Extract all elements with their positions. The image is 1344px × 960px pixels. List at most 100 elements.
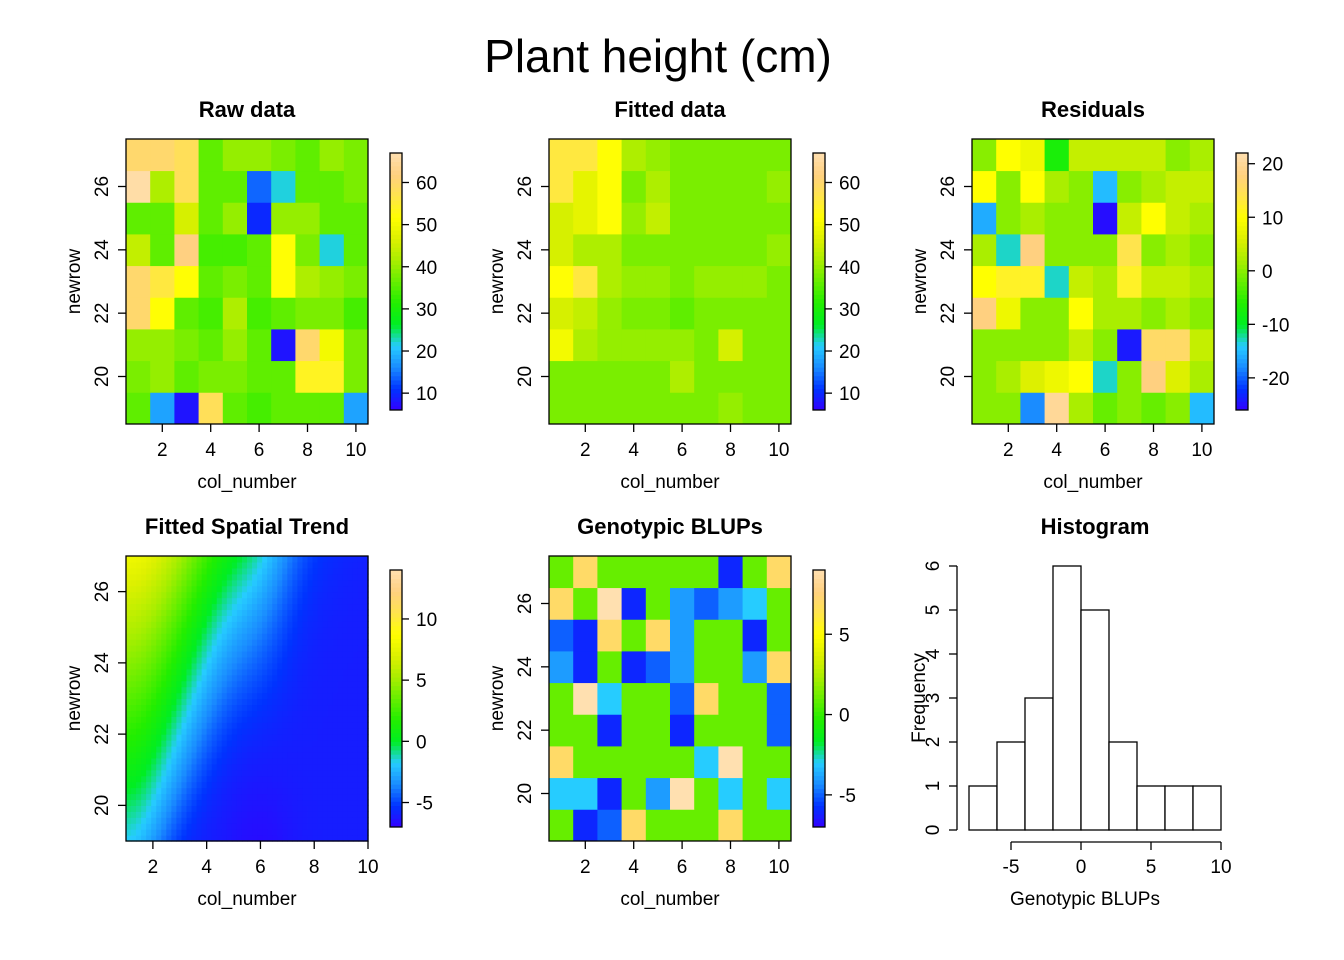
trend-cell	[362, 585, 369, 593]
trend-cell	[287, 817, 293, 824]
trend-cell	[221, 757, 228, 765]
trend-cell	[161, 763, 167, 771]
trend-cell	[231, 651, 238, 658]
trend-cell	[357, 734, 364, 741]
trend-cell	[126, 597, 132, 605]
trend-cell	[327, 757, 334, 765]
colorbar-step	[813, 677, 825, 682]
trend-cell	[196, 567, 203, 575]
trend-cell	[307, 769, 314, 777]
trend-cell	[191, 633, 198, 640]
heatmap-cell	[174, 170, 199, 203]
trend-cell	[141, 579, 147, 587]
trend-cell	[287, 639, 293, 646]
trend-cell	[176, 591, 183, 599]
trend-cell	[191, 710, 198, 717]
heatmap-cell	[319, 170, 345, 203]
trend-cell	[312, 561, 319, 569]
trend-cell	[352, 734, 359, 741]
trend-cell	[216, 597, 223, 605]
trend-cell	[216, 639, 223, 646]
trend-cell	[252, 656, 258, 664]
trend-cell	[241, 763, 248, 771]
colorbar-step	[390, 754, 402, 759]
trend-cell	[317, 775, 324, 783]
trend-cell	[247, 823, 253, 830]
colorbar-step	[390, 264, 402, 270]
trend-cell	[226, 662, 233, 670]
trend-cell	[206, 728, 213, 735]
trend-cell	[206, 769, 213, 777]
trend-cell	[292, 585, 299, 593]
trend-cell	[252, 799, 258, 806]
heatmap-cell	[597, 746, 622, 779]
trend-cell	[257, 556, 263, 563]
trend-cell	[302, 805, 309, 812]
trend-cell	[342, 692, 349, 700]
trend-cell	[206, 722, 213, 729]
colorbar-step	[390, 582, 402, 588]
trend-cell	[171, 799, 178, 806]
trend-cell	[362, 787, 369, 795]
trend-cell	[247, 722, 253, 729]
trend-cell	[342, 680, 349, 688]
trend-cell	[141, 722, 147, 729]
trend-cell	[186, 799, 193, 806]
trend-cell	[267, 763, 273, 771]
trend-cell	[191, 585, 198, 593]
trend-cell	[126, 692, 132, 700]
trend-cell	[156, 692, 162, 700]
trend-cell	[352, 686, 359, 694]
trend-cell	[156, 704, 162, 711]
trend-cell	[272, 817, 278, 824]
trend-cell	[176, 639, 183, 646]
trend-cell	[161, 609, 167, 616]
trend-cell	[247, 680, 253, 688]
trend-cell	[211, 591, 218, 599]
x-tick-label: 6	[255, 857, 266, 878]
trend-cell	[337, 734, 344, 741]
trend-cell	[317, 686, 324, 694]
trend-cell	[287, 734, 293, 741]
trend-cell	[297, 746, 304, 753]
trend-cell	[156, 639, 162, 646]
heatmap-cell	[1044, 297, 1070, 330]
trend-cell	[262, 728, 268, 735]
heatmap-cell	[1189, 139, 1215, 172]
trend-cell	[337, 627, 344, 634]
trend-cell	[352, 757, 359, 765]
y-tick-label: 4	[923, 648, 944, 659]
x-axis: 2 4 6 8 10	[1003, 424, 1212, 461]
trend-cell	[282, 633, 288, 640]
trend-cell	[247, 787, 253, 795]
trend-cell	[186, 567, 193, 575]
trend-cell	[141, 561, 147, 569]
trend-cell	[277, 651, 283, 658]
heatmap-cell	[271, 297, 296, 330]
trend-cell	[146, 829, 152, 836]
heatmap-cell	[150, 360, 175, 393]
trend-cell	[272, 609, 278, 616]
heatmap-cell	[573, 139, 598, 172]
trend-cell	[337, 668, 344, 676]
trend-cell	[327, 585, 334, 593]
trend-cell	[216, 674, 223, 682]
trend-cell	[176, 793, 183, 801]
trend-cell	[277, 656, 283, 664]
trend-cell	[216, 823, 223, 830]
trend-cell	[257, 662, 263, 670]
trend-cell	[191, 662, 198, 670]
trend-cell	[221, 722, 228, 729]
trend-cell	[292, 645, 299, 652]
trend-cell	[206, 651, 213, 658]
colorbar-step	[813, 642, 825, 648]
heatmap-cell	[694, 360, 719, 393]
trend-cell	[317, 668, 324, 676]
trend-cell	[297, 573, 304, 581]
heatmap-cell	[694, 556, 719, 589]
trend-cell	[221, 710, 228, 717]
trend-cell	[317, 769, 324, 777]
trend-cell	[146, 651, 152, 658]
colorbar-step	[1236, 345, 1248, 351]
colorbar-step	[1236, 401, 1248, 407]
